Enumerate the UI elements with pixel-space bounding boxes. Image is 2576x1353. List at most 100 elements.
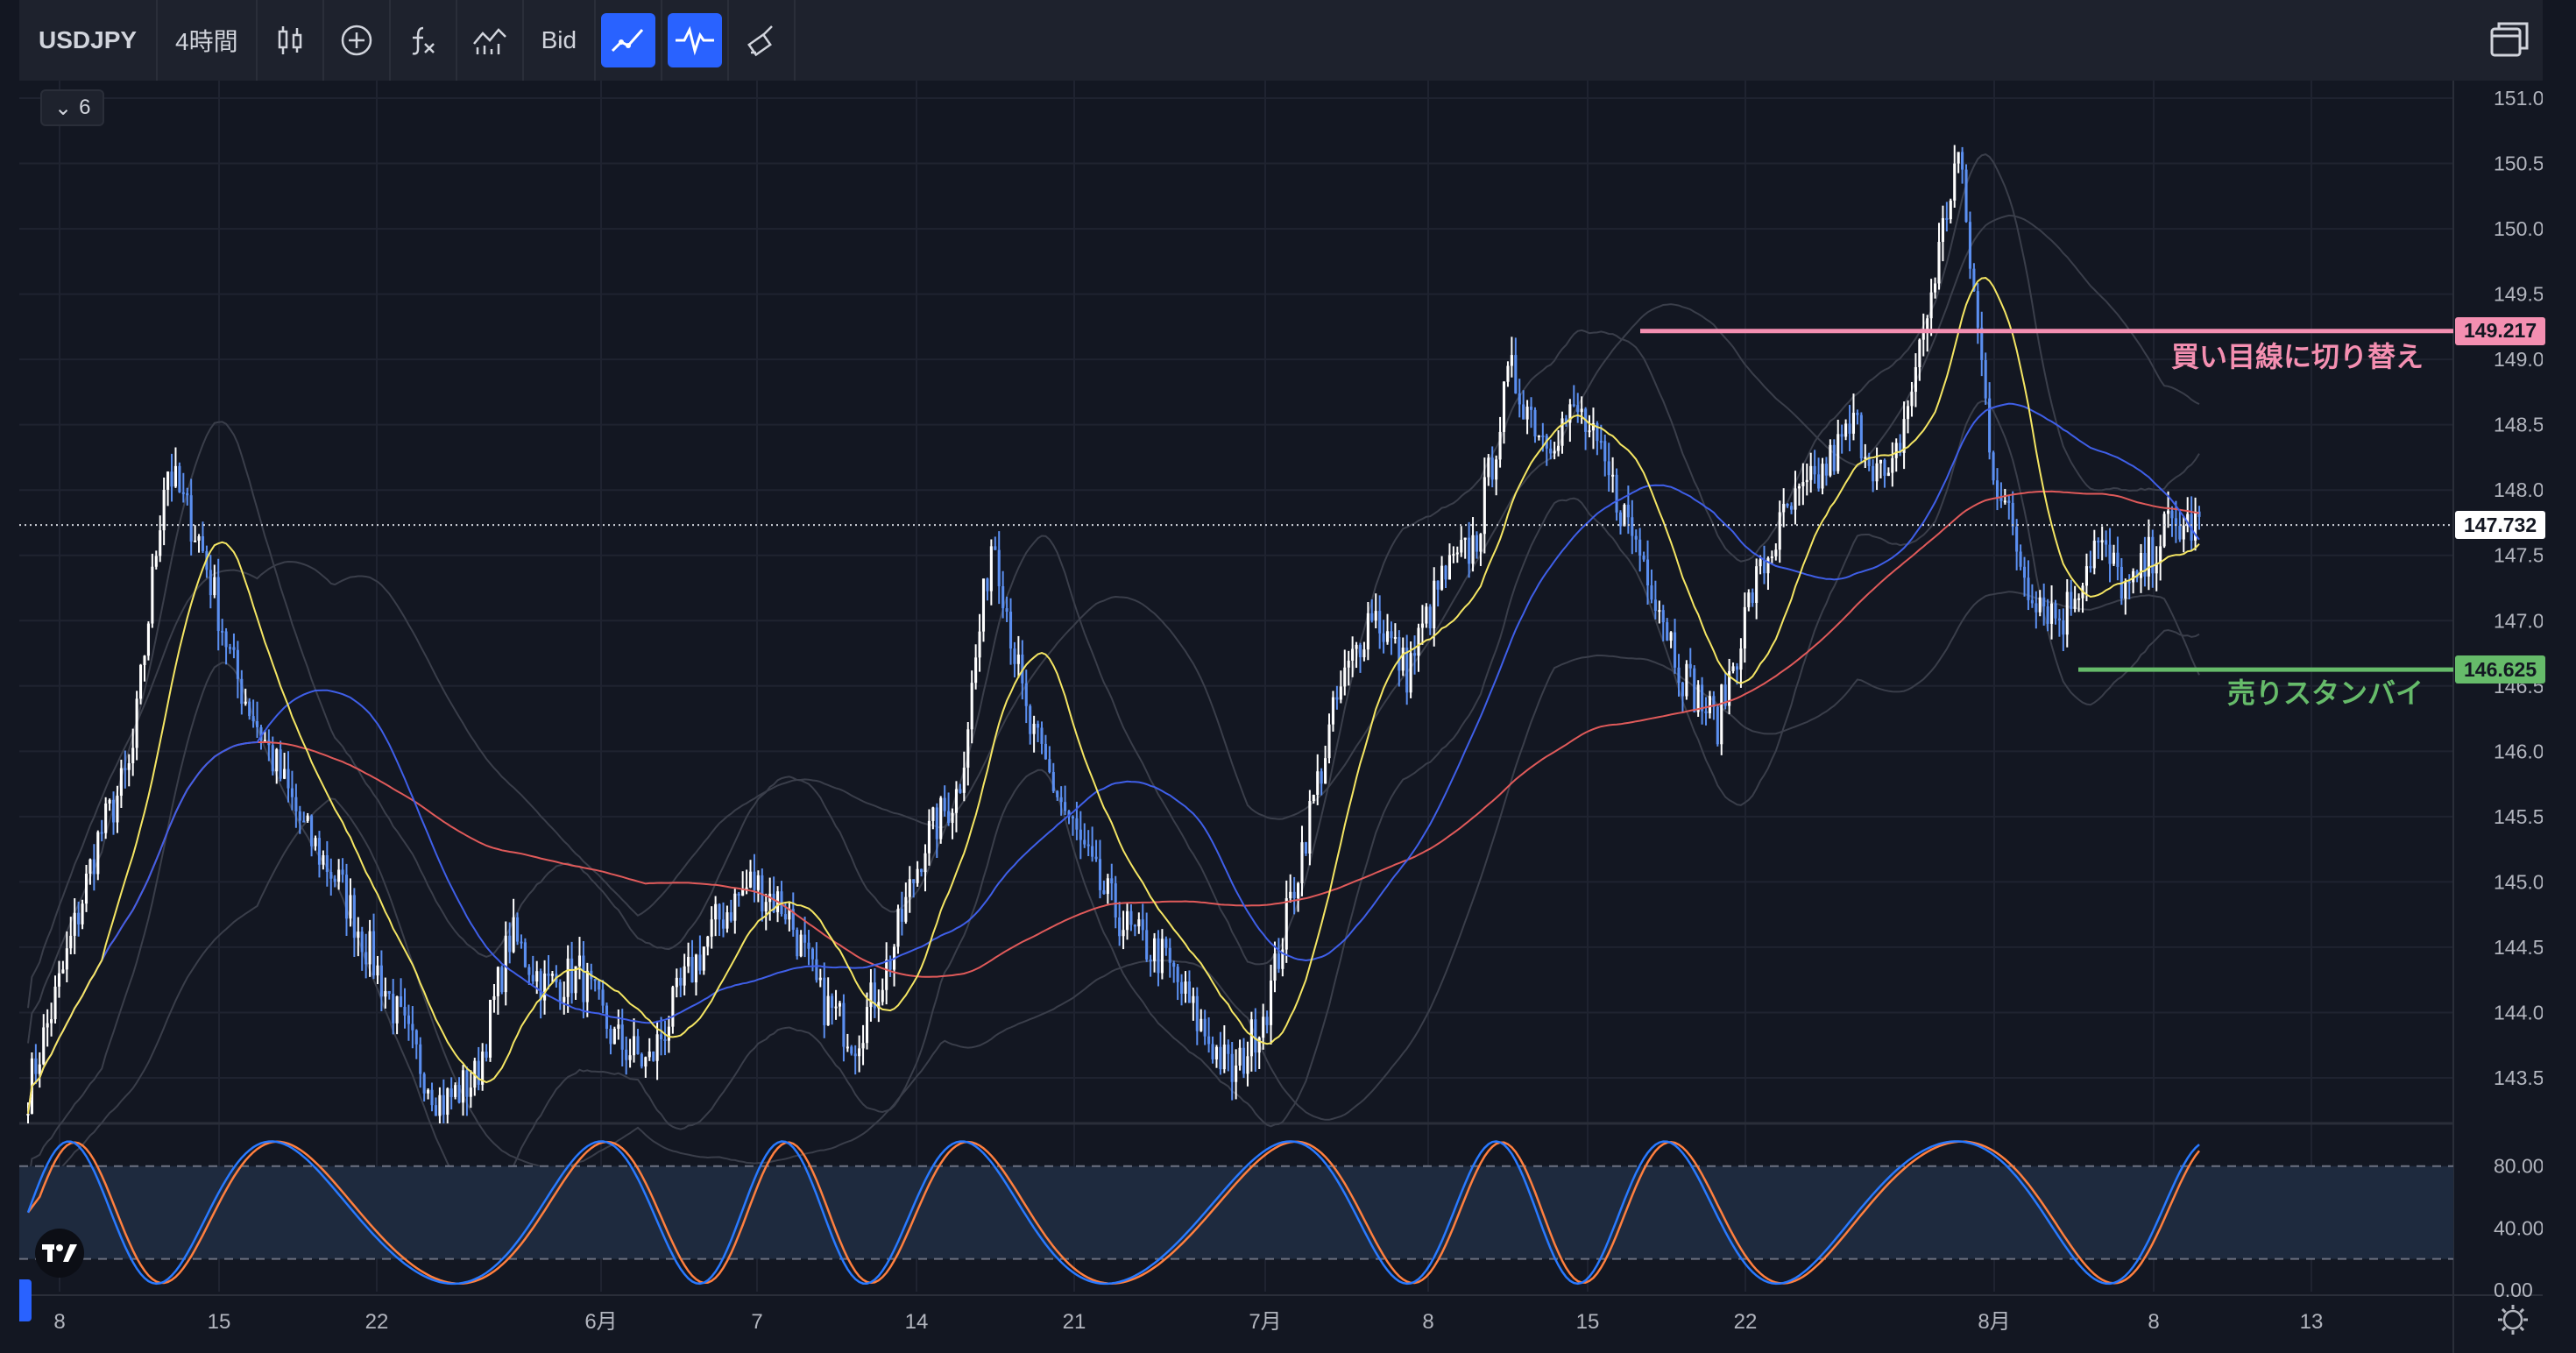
candle-body bbox=[1856, 413, 1859, 415]
layout-icon[interactable] bbox=[2483, 12, 2536, 67]
candle-body bbox=[1125, 910, 1129, 931]
candle-body bbox=[970, 683, 973, 730]
candle-body bbox=[1886, 472, 1890, 476]
candle-body bbox=[1995, 480, 1999, 499]
candle-body bbox=[1564, 418, 1568, 423]
candle-body bbox=[2174, 518, 2177, 527]
chart-area[interactable]: 151.000 150.500 150.000 149.500 149.000 148.5… bbox=[19, 81, 2546, 1353]
oscillator-button[interactable] bbox=[662, 0, 730, 81]
candle-body bbox=[263, 740, 266, 742]
candle-body bbox=[135, 698, 138, 748]
candle-body bbox=[566, 958, 570, 997]
candle-body bbox=[314, 838, 317, 847]
candle-body bbox=[543, 973, 547, 1001]
candle-body bbox=[818, 977, 822, 981]
candle-body bbox=[877, 1002, 881, 1009]
candle-body bbox=[1297, 882, 1300, 899]
candles-icon[interactable] bbox=[258, 0, 324, 81]
candle-body bbox=[2038, 597, 2042, 613]
candle-body bbox=[46, 1023, 49, 1028]
candle-body bbox=[1778, 512, 1781, 550]
candle-body bbox=[1452, 554, 1455, 556]
candle-body bbox=[259, 726, 263, 740]
candle-body bbox=[53, 986, 57, 1020]
current-price-tag: 147.732 bbox=[2455, 511, 2546, 540]
candle-body bbox=[2003, 500, 2006, 503]
candle-body bbox=[1961, 152, 1964, 170]
candle-body bbox=[1016, 654, 1020, 664]
candle-body bbox=[1642, 556, 1645, 560]
candle-body bbox=[2022, 566, 2027, 578]
candle-body bbox=[322, 854, 325, 865]
candle-body bbox=[620, 1024, 624, 1050]
candle-body bbox=[858, 1048, 861, 1057]
trend-line-button[interactable] bbox=[596, 0, 663, 81]
candle-body bbox=[454, 1085, 457, 1097]
candle-body bbox=[488, 999, 492, 1058]
candle-body bbox=[931, 807, 935, 821]
candle-body bbox=[1623, 505, 1626, 527]
candle-body bbox=[753, 871, 756, 890]
candle-body bbox=[104, 803, 108, 833]
candle-body bbox=[1460, 540, 1463, 553]
candle-body bbox=[1137, 919, 1141, 927]
candle-body bbox=[1495, 459, 1498, 480]
candle-body bbox=[791, 909, 795, 931]
candle-body bbox=[1701, 684, 1704, 712]
candle-body bbox=[1824, 464, 1828, 476]
brush-icon[interactable] bbox=[729, 0, 796, 81]
candle-body bbox=[2151, 536, 2155, 574]
candle-body bbox=[384, 991, 387, 997]
candle-body bbox=[154, 556, 158, 567]
candle-body bbox=[1918, 339, 1921, 367]
candle-body bbox=[419, 1044, 422, 1074]
candle-body bbox=[84, 873, 88, 904]
add-indicator-icon[interactable] bbox=[324, 0, 391, 81]
candle-body bbox=[1436, 580, 1440, 590]
candle-body bbox=[1479, 534, 1483, 552]
candle-body bbox=[2197, 511, 2201, 517]
candle-body bbox=[1992, 452, 1995, 481]
compare-icon[interactable] bbox=[457, 0, 524, 81]
candle-body bbox=[1393, 637, 1397, 640]
symbol-button[interactable]: USDJPY bbox=[19, 0, 159, 81]
candle-body bbox=[1658, 610, 1661, 613]
candle-body bbox=[492, 995, 496, 1000]
candle-body bbox=[1362, 649, 1366, 658]
candle-body bbox=[748, 871, 753, 888]
candle-body bbox=[1596, 422, 1599, 442]
pane-collapse-tab[interactable] bbox=[19, 1279, 32, 1321]
candle-body bbox=[1926, 318, 1929, 333]
candle-body bbox=[1910, 392, 1914, 407]
candle-body bbox=[1618, 512, 1623, 527]
candle-body bbox=[376, 965, 379, 976]
candle-body bbox=[729, 912, 732, 921]
candle-body bbox=[1599, 441, 1603, 443]
candle-body bbox=[352, 895, 356, 939]
chart-canvas[interactable]: 151.000 150.500 150.000 149.500 149.000 148.5… bbox=[19, 81, 2543, 1353]
candle-body bbox=[1455, 552, 1459, 555]
candle-body bbox=[1553, 450, 1556, 454]
candle-body bbox=[1580, 408, 1583, 413]
candle-body bbox=[1739, 648, 1743, 670]
fx-indicators-icon[interactable] bbox=[391, 0, 457, 81]
interval-button[interactable]: 4時間 bbox=[158, 0, 258, 81]
horizontal-lines[interactable] bbox=[19, 329, 2453, 672]
price-type-button[interactable]: Bid bbox=[524, 0, 597, 81]
candle-body bbox=[1859, 414, 1863, 459]
candle-body bbox=[1762, 559, 1766, 574]
time-axis-label: 15 bbox=[208, 1310, 231, 1334]
candle-body bbox=[500, 967, 504, 993]
candle-body bbox=[209, 570, 212, 596]
candle-body bbox=[96, 832, 100, 875]
candle-body bbox=[1425, 606, 1428, 624]
candle-body bbox=[131, 747, 135, 763]
candle-body bbox=[1498, 431, 1502, 460]
candle-body bbox=[2190, 514, 2193, 541]
candle-body bbox=[197, 535, 201, 541]
candle-body bbox=[1964, 169, 1968, 223]
legend-toggle[interactable]: ⌄ 6 bbox=[40, 89, 105, 126]
candle-body bbox=[1284, 898, 1288, 950]
candle-body bbox=[2019, 551, 2022, 567]
candle-body bbox=[77, 912, 81, 924]
